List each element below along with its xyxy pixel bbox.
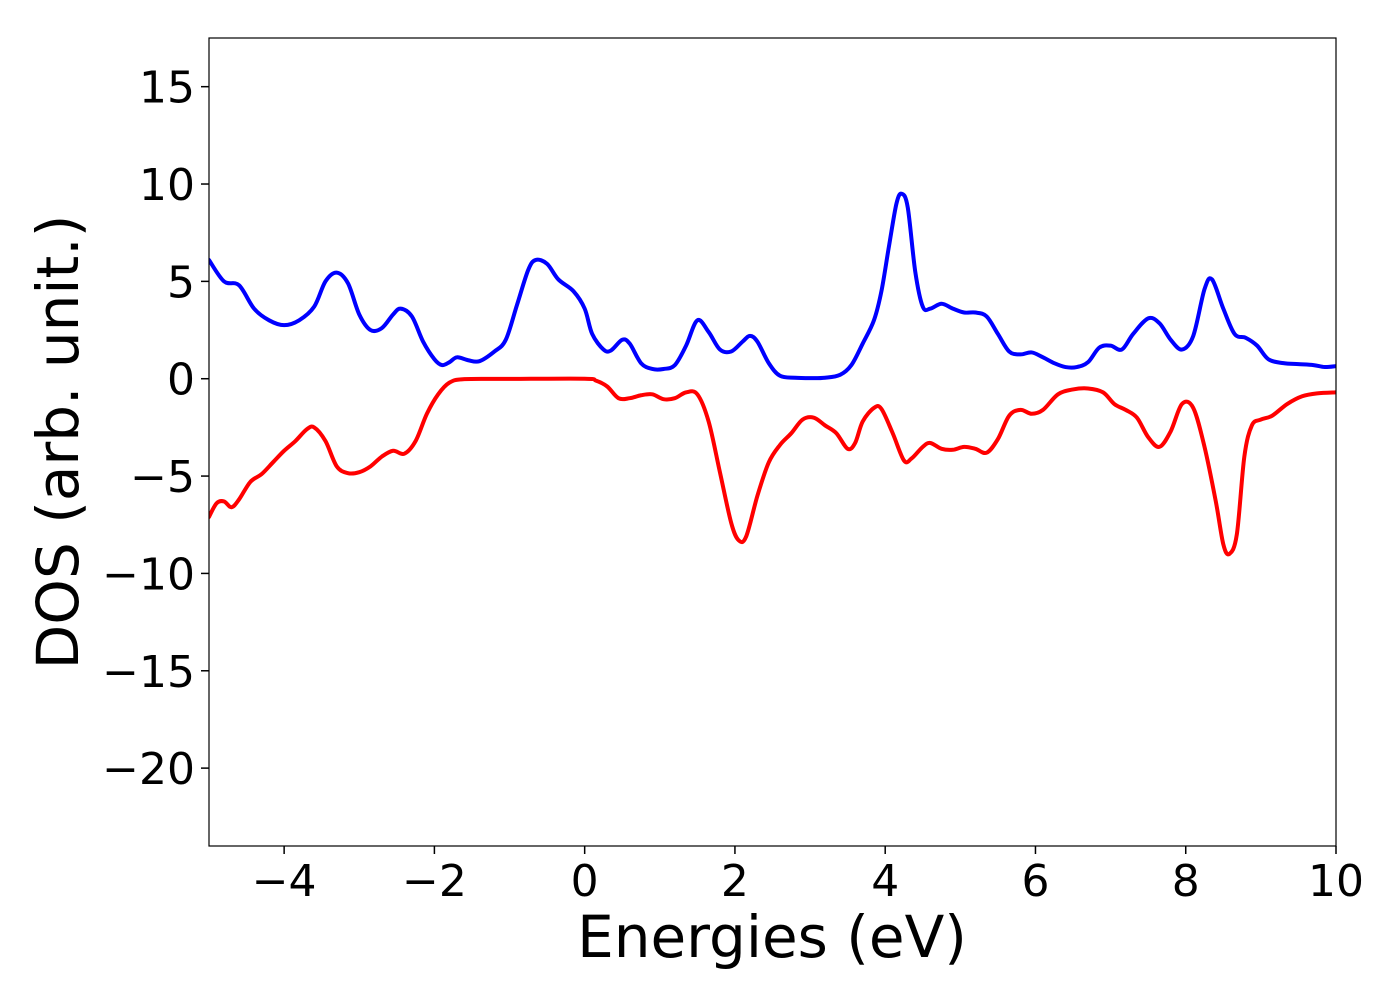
- x-axis: −4 −2 0 2 4 6 8 10: [252, 846, 1364, 907]
- x-tick-label: 2: [721, 856, 749, 907]
- x-tick-label: −2: [402, 856, 467, 907]
- axes-frame: [208, 37, 1337, 847]
- x-tick-label: −4: [252, 856, 317, 907]
- y-tick-label: 10: [139, 160, 195, 211]
- x-tick-label: 6: [1021, 856, 1049, 907]
- series-layer: [209, 191, 1336, 557]
- series-line-spin-down: [209, 376, 1336, 557]
- y-axis-title: DOS (arb. unit.): [24, 215, 92, 670]
- x-axis-title: Energies (eV): [577, 903, 967, 971]
- y-tick-label: 15: [139, 63, 195, 114]
- x-tick-label: 0: [571, 856, 599, 907]
- y-tick-label: −5: [130, 452, 195, 503]
- y-tick-label: −15: [102, 647, 195, 698]
- x-tick-label: 4: [871, 856, 899, 907]
- y-tick-label: −10: [102, 549, 195, 600]
- y-tick-label: 5: [167, 257, 195, 308]
- y-axis: 15 10 5 0 −5 −10 −15 −20: [102, 63, 209, 795]
- x-tick-label: 10: [1308, 856, 1364, 907]
- series-line-spin-up: [209, 191, 1336, 381]
- plot-area: [209, 38, 1336, 846]
- y-tick-label: 0: [167, 355, 195, 406]
- x-tick-label: 8: [1172, 856, 1200, 907]
- y-tick-label: −20: [102, 744, 195, 795]
